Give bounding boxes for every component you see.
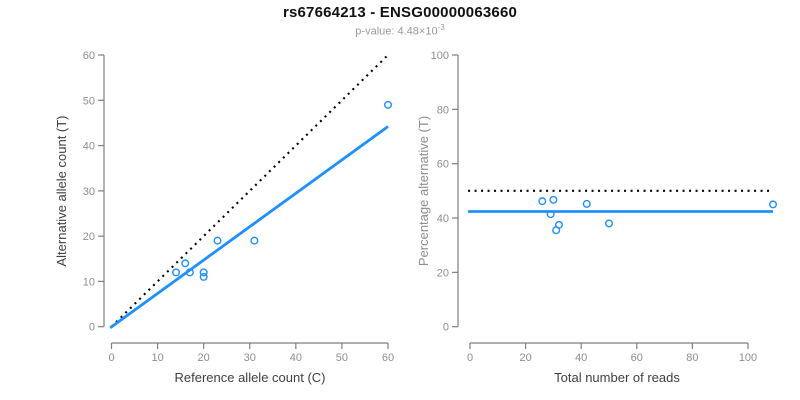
- pvalue-text: p-value: 4.48×10: [355, 25, 438, 38]
- x-tick-label: 60: [631, 352, 643, 364]
- data-point: [213, 236, 222, 245]
- x-axis-title: Reference allele count (C): [174, 370, 325, 385]
- x-tick-label: 20: [519, 352, 531, 364]
- y-tick-label: 20: [83, 231, 95, 243]
- y-tick-label: 40: [83, 141, 95, 153]
- plot-title: rs67664213 - ENSG00000063660: [282, 4, 518, 21]
- y-tick-label: 100: [431, 50, 449, 62]
- allele-counts-panel: 0 10 20 30 40 50 60 0 10 20 30 40 50 60 Reference alle…: [54, 50, 394, 385]
- pvalue-exponent: -3: [437, 23, 445, 32]
- fitted-ratio-line: [109, 125, 389, 329]
- x-axis-title: Total number of reads: [554, 370, 680, 385]
- data-point: [582, 199, 591, 208]
- y-tick-label: 20: [437, 267, 449, 279]
- x-tick-label: 60: [382, 352, 394, 364]
- x-tick-label: 0: [108, 352, 114, 364]
- data-point: [549, 195, 558, 204]
- x-tick-label: 10: [151, 352, 163, 364]
- x-tick-label: 100: [739, 352, 757, 364]
- data-point: [250, 236, 259, 245]
- data-point: [199, 272, 208, 281]
- x-tick-label: 30: [244, 352, 256, 364]
- y-axis-title: Alternative allele count (T): [54, 115, 69, 266]
- data-point: [172, 268, 181, 277]
- data-point: [554, 220, 563, 229]
- data-point: [185, 268, 194, 277]
- y-tick-label: 80: [437, 104, 449, 116]
- x-tick-label: 50: [336, 352, 348, 364]
- identity-50pct-line: [110, 54, 389, 328]
- y-tick-label: 40: [437, 213, 449, 225]
- y-tick-label: 60: [437, 159, 449, 171]
- x-tick-label: 40: [290, 352, 302, 364]
- y-tick-label: 10: [83, 276, 95, 288]
- plot-subtitle: p-value: 4.48×10-3: [0, 23, 800, 38]
- x-tick-label: 0: [467, 352, 473, 364]
- data-point: [181, 259, 190, 268]
- y-tick-label: 0: [443, 322, 449, 334]
- data-point: [546, 210, 555, 219]
- y-tick-label: 30: [83, 186, 95, 198]
- percentage-panel: 0 20 40 60 80 100 0 20 40 60 80 100 Total number of …: [416, 50, 778, 385]
- data-point: [538, 197, 547, 206]
- data-point: [383, 100, 392, 109]
- y-tick-label: 0: [89, 322, 95, 334]
- x-tick-label: 20: [198, 352, 210, 364]
- y-axis-title: Percentage alternative (T): [416, 116, 431, 266]
- x-tick-label: 80: [686, 352, 698, 364]
- data-point: [199, 268, 208, 277]
- y-tick-label: 50: [83, 95, 95, 107]
- data-point: [605, 219, 614, 228]
- y-tick-label: 60: [83, 50, 95, 62]
- x-tick-label: 40: [575, 352, 587, 364]
- data-point: [769, 200, 778, 209]
